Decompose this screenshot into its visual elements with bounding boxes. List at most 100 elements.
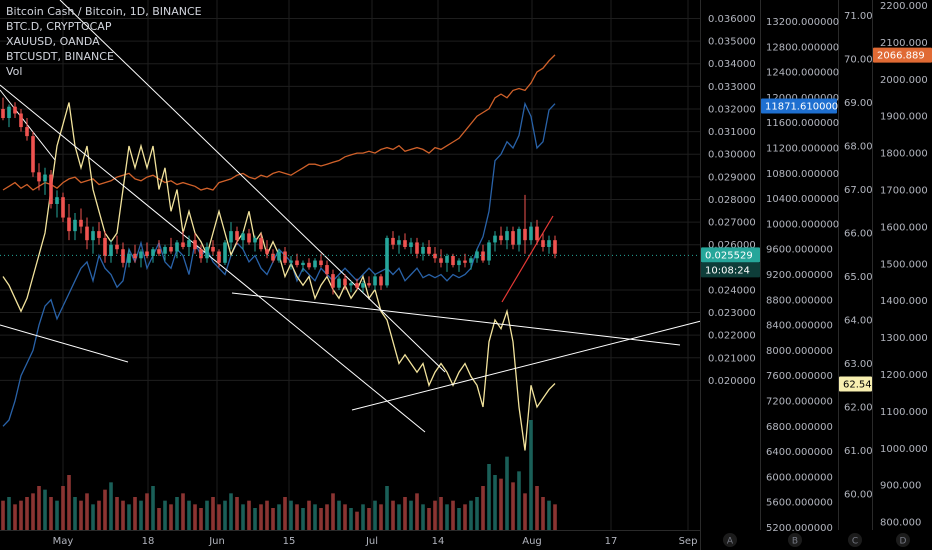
volume-bar-92 — [553, 504, 557, 530]
candle-8 — [49, 174, 53, 204]
candle-19 — [115, 244, 119, 250]
candle-83 — [499, 235, 503, 241]
candle-89 — [535, 226, 539, 241]
volume-bar-86 — [517, 471, 521, 530]
axis-btcusdt-tick-20: 5200.000000 — [766, 523, 833, 534]
volume-bar-50 — [301, 508, 305, 530]
volume-bar-49 — [295, 504, 299, 530]
axis-main-tick-9: 0.027000 — [708, 218, 756, 229]
volume-bar-20 — [121, 500, 125, 530]
date-tick-5: 14 — [432, 536, 445, 547]
candle-13 — [79, 219, 83, 227]
candle-14 — [85, 226, 89, 241]
candle-57 — [343, 278, 347, 286]
candle-88 — [529, 226, 533, 241]
axis-main-tick-4: 0.032000 — [708, 104, 756, 115]
volume-bar-13 — [79, 500, 83, 530]
candle-27 — [163, 246, 167, 254]
axis-xau-tick-0: 2200.000 — [880, 1, 928, 12]
axis-btcusdt-tick-4: 11600.000000 — [766, 118, 839, 129]
legend-btcusdt: BTCUSDT, BINANCE — [6, 50, 114, 63]
axis-btcusdt-tick-19: 5600.000000 — [766, 498, 833, 509]
volume-bar-8 — [49, 497, 53, 530]
volume-bar-10 — [61, 486, 65, 530]
volume-bar-62 — [373, 500, 377, 530]
series-xauusd — [2, 54, 556, 191]
candle-49 — [295, 260, 299, 266]
axis-main-tick-13: 0.022000 — [708, 331, 756, 342]
date-tick-4: Jul — [365, 536, 378, 547]
axis-btcusdt-tick-7: 10400.000000 — [766, 194, 839, 205]
volume-bar-21 — [127, 504, 131, 530]
volume-bar-52 — [313, 504, 317, 530]
axis-btcusdt-tick-14: 7600.000000 — [766, 371, 833, 382]
volume-bar-15 — [91, 504, 95, 530]
candle-33 — [199, 249, 203, 259]
axis-btcd-tick-7: 64.00 — [844, 316, 873, 327]
axis-btcusdt-tick-0: 13200.000000 — [766, 17, 839, 28]
volume-bar-39 — [235, 497, 239, 530]
candle-90 — [541, 240, 545, 247]
badge-countdown-bg — [701, 262, 760, 278]
volume-bar-45 — [271, 508, 275, 530]
volume-bar-69 — [415, 493, 419, 530]
candle-18 — [109, 244, 113, 257]
candle-15 — [91, 231, 95, 241]
axis-btcd-tick-11: 60.00 — [844, 490, 873, 501]
volume-bar-82 — [493, 475, 497, 530]
red-ray — [501, 215, 554, 303]
volume-bar-48 — [289, 500, 293, 530]
candle-75 — [451, 256, 455, 266]
candle-46 — [277, 251, 281, 261]
volume-bar-63 — [379, 504, 383, 530]
volume-bar-59 — [355, 511, 359, 530]
axis-btcd-tick-10: 61.00 — [844, 446, 873, 457]
axis-btcusdt-tick-18: 6000.000000 — [766, 472, 833, 483]
candle-62 — [373, 276, 377, 286]
volume-bar-85 — [511, 482, 515, 530]
axis-xau-tick-13: 900.000 — [880, 481, 921, 492]
badge-main-last: 0.025529 — [705, 250, 753, 261]
candle-28 — [169, 246, 173, 252]
candle-58 — [349, 283, 353, 286]
legend: Bitcoin Cash / Bitcoin, 1D, BINANCE BTC.… — [6, 4, 202, 79]
scale-btn-bg-1 — [788, 533, 802, 547]
volume-bar-30 — [181, 493, 185, 530]
candle-73 — [439, 258, 443, 263]
volume-bar-16 — [97, 500, 101, 530]
axis-main-tick-11: 0.024000 — [708, 285, 756, 296]
volume-bar-70 — [421, 504, 425, 530]
scale-btn-3: D — [900, 537, 907, 547]
volume-bar-81 — [487, 464, 491, 530]
axis-btcd-tick-3: 68.00 — [844, 142, 873, 153]
volume-bar-65 — [391, 500, 395, 530]
volume-bar-79 — [475, 497, 479, 530]
candle-42 — [253, 237, 257, 243]
candle-76 — [457, 260, 461, 266]
candle-56 — [337, 278, 341, 288]
axis-xau-tick-2: 2000.000 — [880, 75, 928, 86]
badge-xau-last: 2066.889 — [877, 51, 925, 62]
axis-btcusdt-tick-5: 11200.000000 — [766, 144, 839, 155]
volume-bar-83 — [499, 478, 503, 530]
trendline-mid-desc — [59, 0, 446, 373]
volume-bar-41 — [247, 500, 251, 530]
volume-bar-66 — [397, 504, 401, 530]
date-tick-8: Sep — [679, 536, 698, 547]
axis-main-tick-1: 0.035000 — [708, 37, 756, 48]
candle-91 — [547, 240, 551, 247]
axis-btcd-tick-0: 71.00 — [844, 11, 873, 22]
date-tick-6: Aug — [522, 536, 542, 547]
candle-69 — [415, 242, 419, 254]
volume-bar-32 — [193, 504, 197, 530]
volume-bar-61 — [367, 508, 371, 530]
volume-bar-77 — [463, 504, 467, 530]
candle-44 — [265, 249, 269, 254]
candle-55 — [331, 274, 335, 288]
volume-bar-84 — [505, 456, 509, 530]
axis-btcd-tick-9: 62.00 — [844, 403, 873, 414]
candle-7 — [43, 174, 47, 182]
volume-bar-68 — [409, 500, 413, 530]
axis-xau-tick-8: 1400.000 — [880, 296, 928, 307]
